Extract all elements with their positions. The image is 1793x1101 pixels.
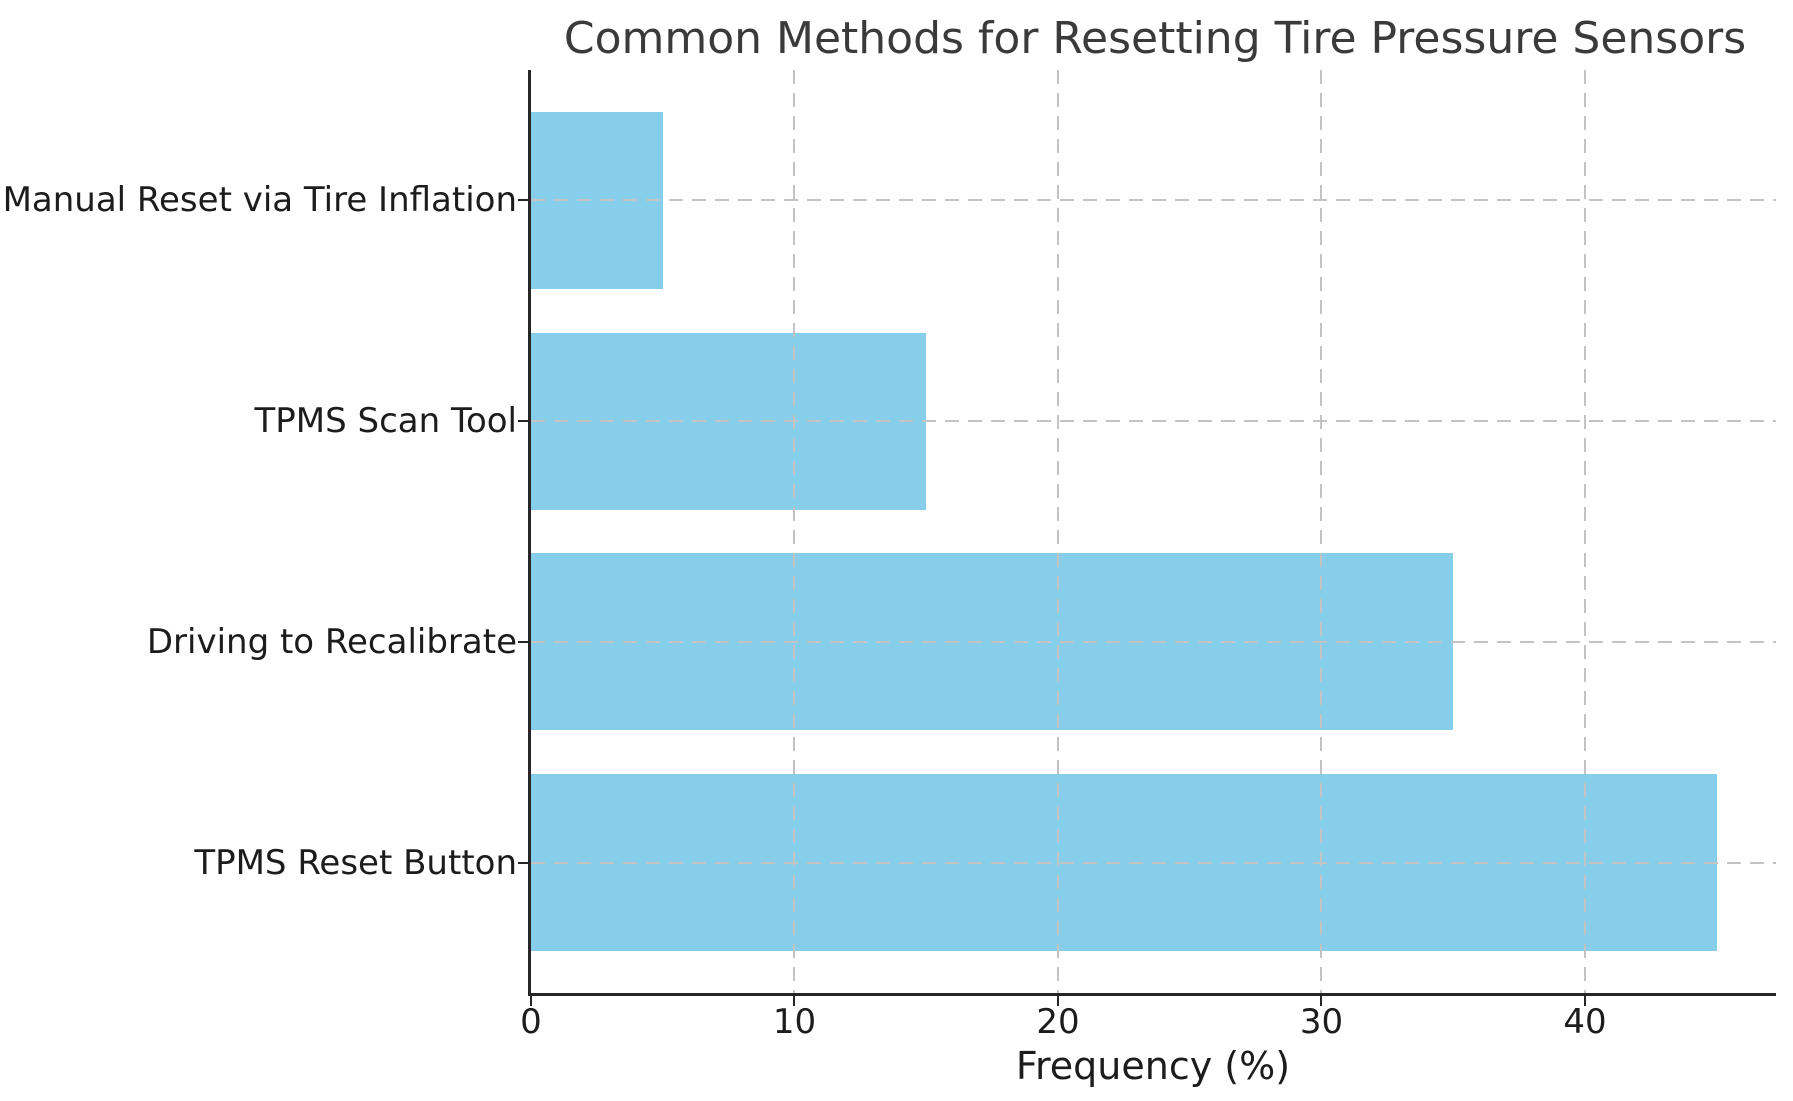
y-tick-mark-driving-to-recalibrate — [518, 640, 528, 643]
x-tick-mark-20 — [1056, 996, 1059, 1006]
x-tick-label-40: 40 — [1563, 1002, 1607, 1042]
x-axis-spine — [528, 993, 1776, 996]
gridline-x-30 — [1320, 70, 1323, 993]
gridline-x-40 — [1583, 70, 1586, 993]
chart-title: Common Methods for Resetting Tire Pressu… — [563, 13, 1747, 64]
x-tick-mark-0 — [530, 996, 532, 1006]
y-tick-mark-tpms-reset-button — [518, 861, 528, 864]
plot-area — [528, 70, 1776, 996]
y-tick-label-tpms-scan-tool: TPMS Scan Tool — [254, 401, 517, 442]
gridline-x-20 — [1056, 70, 1059, 993]
x-tick-mark-40 — [1583, 996, 1586, 1006]
x-tick-mark-10 — [793, 996, 796, 1006]
x-tick-mark-30 — [1320, 996, 1323, 1006]
y-tick-label-tpms-reset-button: TPMS Reset Button — [194, 842, 517, 883]
gridline-x-10 — [793, 70, 796, 993]
x-tick-label-10: 10 — [772, 1002, 817, 1042]
gridline-y-tpms-scan-tool — [531, 420, 1776, 423]
y-tick-mark-manual-reset-via-tire-inflation — [518, 199, 528, 202]
x-tick-label-20: 20 — [1036, 1002, 1080, 1042]
gridline-y-driving-to-recalibrate — [531, 640, 1776, 643]
x-axis-title: Frequency (%) — [1015, 1044, 1291, 1088]
y-tick-label-manual-reset-via-tire-inflation: Manual Reset via Tire Inflation — [2, 180, 517, 221]
y-tick-label-driving-to-recalibrate: Driving to Recalibrate — [146, 621, 517, 662]
x-tick-label-0: 0 — [520, 1002, 542, 1042]
y-tick-mark-tpms-scan-tool — [518, 420, 528, 423]
x-tick-label-30: 30 — [1299, 1002, 1344, 1042]
gridline-y-manual-reset-via-tire-inflation — [531, 199, 1776, 202]
y-axis-spine — [528, 70, 531, 996]
gridline-y-tpms-reset-button — [531, 861, 1776, 864]
